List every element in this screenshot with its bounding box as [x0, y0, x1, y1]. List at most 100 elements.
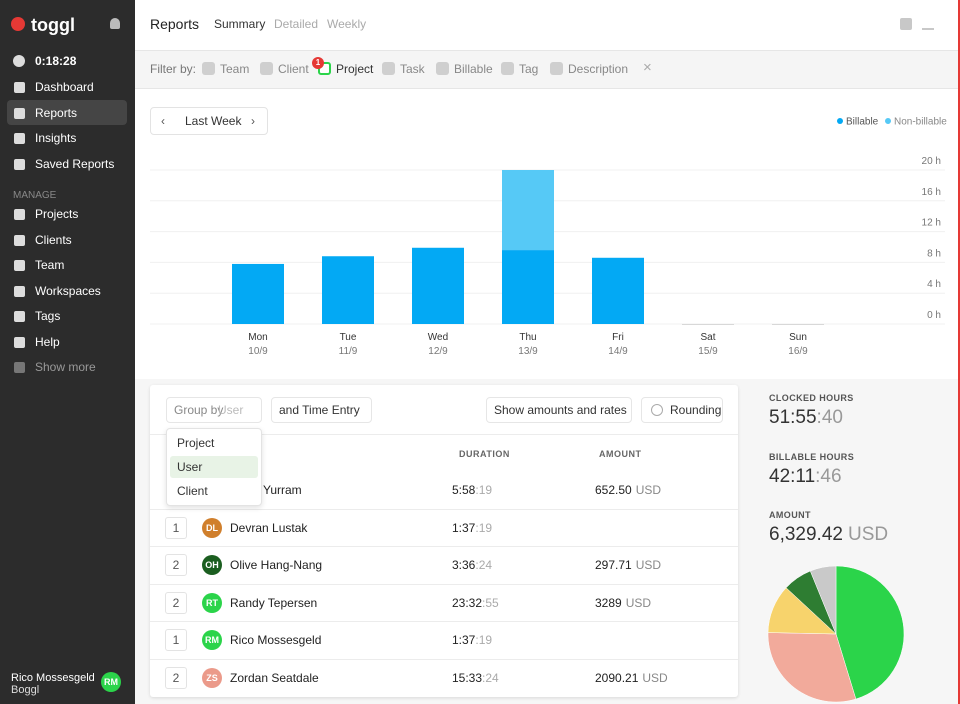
filter-icon: [550, 62, 563, 75]
row-name: Yurram: [263, 483, 302, 497]
header: Reports Summary Detailed Weekly: [135, 0, 958, 51]
dropdown-option[interactable]: Project: [177, 436, 215, 450]
row-count[interactable]: 1: [165, 629, 187, 652]
sidebar: toggl 0:18:28 Dashboard Reports Insights Sav…: [0, 0, 135, 704]
row-count[interactable]: 2: [165, 554, 187, 577]
dropdown-option[interactable]: User: [177, 460, 203, 474]
nav-item[interactable]: Saved Reports: [35, 156, 115, 171]
legend-dot: [837, 118, 843, 124]
filter-icon: [501, 62, 514, 75]
control[interactable]: [641, 397, 723, 423]
filter-icon: [382, 62, 395, 75]
amount: 2090.21: [595, 671, 639, 685]
section-label: MANAGE: [13, 190, 57, 201]
control[interactable]: [271, 397, 372, 423]
nav-item[interactable]: Insights: [35, 131, 77, 145]
duration: 23:32:55: [452, 595, 499, 611]
duration-main: 3:36: [452, 558, 476, 573]
period-label[interactable]: Last Week: [185, 114, 242, 128]
filter-icon: [260, 62, 273, 75]
duration: 5:58:19: [452, 482, 492, 498]
bar: [502, 170, 554, 251]
pie-slice: [835, 565, 905, 700]
x-tick-label: Sun: [789, 332, 807, 343]
filter[interactable]: Task: [400, 62, 425, 76]
summary-suffix: :46: [815, 465, 842, 487]
summary-main: 42:11: [769, 465, 816, 487]
filter[interactable]: Description: [568, 62, 629, 76]
duration-main: 1:37: [452, 633, 476, 648]
summary-label: AMOUNT: [769, 510, 811, 520]
nav-icon: [14, 362, 25, 373]
nav-icon: [14, 133, 25, 144]
nav-item[interactable]: Tags: [35, 309, 61, 323]
duration: 1:37:19: [452, 632, 492, 648]
row-count[interactable]: 2: [165, 591, 187, 614]
bar: [502, 250, 554, 324]
filter[interactable]: Billable: [454, 62, 493, 76]
clear-filters[interactable]: ×: [643, 59, 652, 76]
dropdown-highlight: [170, 456, 258, 478]
duration-seconds: :24: [475, 558, 493, 573]
duration-seconds: :19: [475, 633, 493, 648]
x-tick-label: Fri: [612, 332, 624, 343]
row-divider: [150, 621, 738, 623]
duration-main: 23:32: [452, 595, 483, 610]
amount: 3289: [595, 595, 622, 610]
workspace: Boggl: [11, 684, 40, 696]
filter-badge: 1: [312, 57, 324, 69]
dropdown-option[interactable]: Client: [177, 484, 208, 498]
nav-item[interactable]: Reports: [35, 105, 78, 120]
nav-item[interactable]: Help: [35, 334, 60, 349]
nav-item[interactable]: Clients: [35, 232, 72, 247]
tab[interactable]: Weekly: [327, 17, 367, 31]
nav-icon: [14, 209, 25, 220]
nav-item[interactable]: Workspaces: [35, 283, 101, 298]
x-tick-date: 12/9: [428, 346, 448, 357]
nav-item[interactable]: Projects: [35, 207, 79, 221]
bar: [682, 324, 734, 325]
tab[interactable]: Summary: [214, 17, 266, 31]
filter[interactable]: Team: [220, 62, 250, 76]
nav-item[interactable]: Show more: [35, 360, 96, 374]
filter[interactable]: Tag: [519, 62, 539, 76]
tab[interactable]: Detailed: [274, 17, 319, 31]
currency: USD: [625, 595, 652, 610]
filter-icon: [436, 62, 449, 75]
duration: 1:37:19: [452, 520, 492, 536]
x-tick-date: 13/9: [518, 346, 538, 357]
control[interactable]: [486, 397, 632, 423]
active-nav-bg: [7, 100, 127, 125]
nav-icon: [14, 107, 25, 119]
row-divider: [150, 583, 738, 585]
bell-icon[interactable]: [110, 18, 120, 29]
nav-icon: [14, 260, 25, 271]
download-icon[interactable]: [922, 18, 934, 30]
bar: [232, 263, 284, 324]
save-icon[interactable]: [900, 18, 912, 30]
summary-label: CLOCKED HOURS: [769, 393, 854, 403]
filter[interactable]: Project: [336, 62, 374, 76]
amount: 297.71: [595, 558, 632, 573]
group-dropdown: Project User Client: [166, 428, 262, 506]
summary-value: 6,329.42 USD: [769, 523, 888, 547]
row-count[interactable]: 2: [165, 667, 187, 689]
filter-icon: [202, 62, 215, 75]
x-tick-label: Mon: [248, 332, 267, 343]
nav-item[interactable]: Team: [35, 258, 65, 272]
logo-icon: [11, 17, 25, 31]
x-tick-label: Thu: [519, 332, 536, 343]
prev-week[interactable]: ‹: [161, 114, 165, 128]
amount: 2090.21 USD: [595, 670, 668, 686]
row-count[interactable]: 1: [165, 516, 187, 539]
filter[interactable]: Client: [278, 62, 309, 76]
period-selector: ‹ Last Week ›: [150, 107, 268, 135]
pie-chart: [767, 565, 905, 703]
currency: USD: [635, 483, 662, 497]
control[interactable]: [166, 397, 262, 423]
next-week[interactable]: ›: [251, 114, 255, 128]
nav-item[interactable]: Dashboard: [35, 80, 94, 94]
user-avatar[interactable]: RM: [101, 672, 121, 692]
rounding-icon: [651, 404, 663, 416]
timer-icon: [13, 55, 25, 67]
